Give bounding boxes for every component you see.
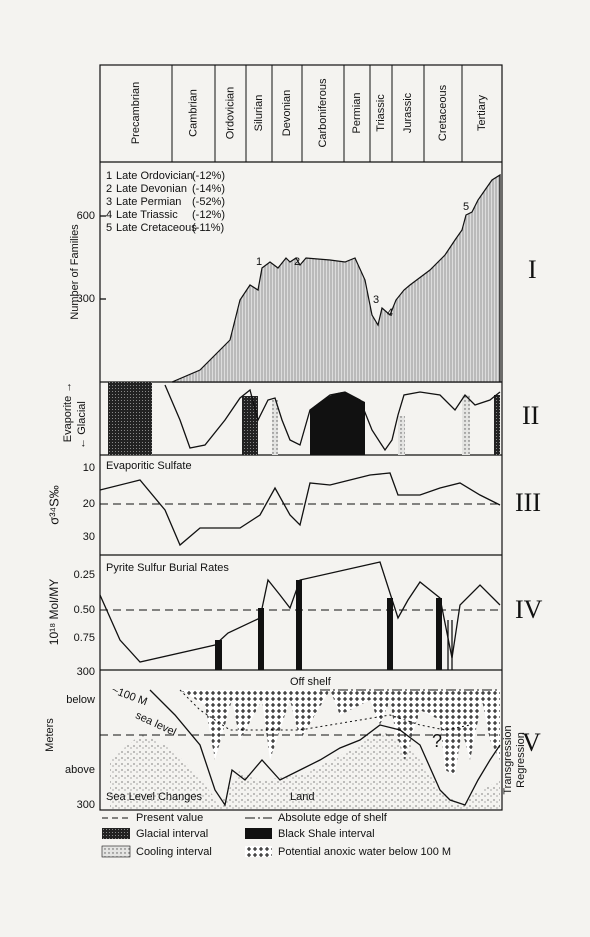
axis-label: above: [65, 764, 95, 776]
legend-label: Black Shale interval: [278, 828, 375, 840]
extinction-number: 1: [106, 170, 112, 182]
panel-numeral: V: [522, 728, 541, 757]
annotation: Land: [290, 791, 314, 803]
axis-label: below: [66, 694, 95, 706]
extinction-loss: (-14%): [192, 183, 225, 195]
extinction-name: Late Permian: [116, 196, 181, 208]
axis-label: Regression: [515, 732, 527, 788]
peak-label: 3: [373, 294, 379, 306]
axis-label: Transgression: [502, 725, 514, 794]
y-tick-label: 30: [83, 531, 95, 543]
legend-key: [101, 845, 131, 858]
axis-label: ← Glacial: [76, 401, 88, 449]
y-tick-label: 600: [77, 210, 95, 222]
extinction-name: Late Ordovician: [116, 170, 193, 182]
period-label: Cretaceous: [437, 84, 449, 141]
y-label: Meters: [44, 718, 56, 752]
peak-label: 4: [387, 307, 393, 319]
y-tick-label: 10: [83, 462, 95, 474]
peak-label: 2: [294, 256, 300, 268]
y-tick-label: 300: [77, 799, 95, 811]
y-label: σ³⁴S‰: [46, 485, 61, 525]
panel-title: Evaporitic Sulfate: [106, 460, 192, 472]
y-tick-label: 0.75: [74, 632, 95, 644]
period-label: Carboniferous: [317, 78, 329, 148]
period-label: Triassic: [375, 94, 387, 132]
extinction-name: Late Devonian: [116, 183, 187, 195]
cooling-interval: [272, 400, 278, 455]
black-shale: [436, 598, 442, 670]
families-area: [171, 173, 501, 383]
y-tick-label: 0.50: [74, 604, 95, 616]
period-label: Ordovician: [224, 87, 236, 140]
annotation: Off shelf: [290, 676, 332, 688]
glacial-interval: [494, 395, 500, 455]
glacial-interval: [108, 382, 152, 455]
extinction-number: 5: [106, 222, 112, 234]
annotation: ~100 M: [110, 684, 149, 708]
legend-key: [102, 828, 130, 839]
cooling-interval: [462, 395, 470, 455]
glacial-interval: [310, 392, 365, 455]
axis-label: Evaporite →: [62, 382, 74, 443]
extinction-loss: (-12%): [192, 170, 225, 182]
extinction-name: Late Cretaceous: [116, 222, 197, 234]
extinction-loss: (-12%): [192, 209, 225, 221]
legend-label: Present value: [136, 812, 203, 824]
shelf-edge: [179, 689, 471, 731]
legend-label: Potential anoxic water below 100 M: [278, 846, 451, 858]
y-tick-label: 300: [77, 666, 95, 678]
y-tick-label: 300: [77, 293, 95, 305]
period-label: Devonian: [281, 90, 293, 136]
legend-label: Cooling interval: [136, 846, 212, 858]
cooling-interval: [398, 416, 405, 455]
panel-numeral: I: [528, 255, 537, 284]
period-label: Permian: [351, 93, 363, 134]
period-header: Precambrian Cambrian Ordovician Silurian Dev…: [130, 65, 488, 162]
panel-title: Sea Level Changes: [106, 791, 203, 803]
glacial-interval: [242, 396, 258, 455]
black-shale: [296, 580, 302, 670]
panel-title: Pyrite Sulfur Burial Rates: [106, 562, 229, 574]
peak-label: 1: [256, 256, 262, 268]
period-label: Jurassic: [402, 92, 414, 133]
period-label: Precambrian: [130, 82, 142, 144]
panel-numeral: III: [515, 488, 541, 517]
extinction-name: Late Triassic: [116, 209, 178, 221]
extinction-loss: (-11%): [192, 222, 224, 234]
legend-key: [245, 828, 272, 839]
extinction-list: 1 Late Ordovician(-12%)2 Late Devonian (-14…: [106, 170, 225, 234]
period-label: Tertiary: [476, 94, 488, 131]
legend-label: Absolute edge of shelf: [278, 812, 388, 824]
y-tick-label: 20: [83, 498, 95, 510]
black-shale: [215, 640, 222, 670]
sulfate-curve: [99, 472, 501, 547]
legend-label: Glacial interval: [136, 828, 208, 840]
land: [110, 730, 500, 810]
panel-numeral: IV: [515, 595, 543, 624]
black-shale: [387, 598, 393, 670]
period-label: Silurian: [253, 95, 265, 132]
black-shale: [258, 608, 264, 670]
anoxic-water: [160, 690, 500, 775]
annotation: sea level: [134, 709, 178, 738]
peak-label: 5: [463, 201, 469, 213]
extinction-number: 4: [106, 209, 112, 221]
extinction-loss: (-52%): [192, 196, 225, 208]
annotation: ?: [432, 731, 442, 751]
extinction-number: 3: [106, 196, 112, 208]
panel-numeral: II: [522, 401, 539, 430]
pyrite-curve: [99, 561, 501, 663]
extinction-number: 2: [106, 183, 112, 195]
y-label: 10¹⁸ Mol/MY: [47, 579, 61, 645]
period-label: Cambrian: [187, 89, 199, 137]
sea-level-curve: [149, 689, 501, 807]
legend-key: [245, 846, 272, 857]
y-label: Number of Families: [69, 224, 81, 320]
y-tick-label: 0.25: [74, 569, 95, 581]
evaporite-glacial-curve: [164, 384, 501, 452]
